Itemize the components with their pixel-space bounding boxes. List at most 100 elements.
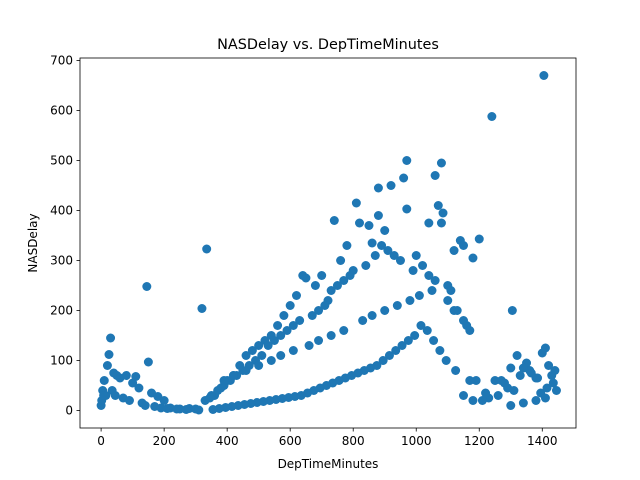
data-point (317, 271, 327, 280)
data-point (254, 341, 264, 350)
data-point (336, 256, 346, 265)
data-point (443, 296, 453, 305)
data-point (403, 336, 413, 345)
data-point (490, 376, 500, 385)
x-tick-label: 0 (97, 434, 105, 448)
x-tick-label: 400 (216, 434, 239, 448)
data-point (106, 333, 116, 343)
data-point (430, 276, 440, 285)
data-point (282, 326, 292, 335)
y-tick-label: 300 (50, 254, 73, 268)
data-point (104, 350, 114, 359)
data-point (391, 346, 401, 355)
data-point (408, 266, 418, 275)
data-point (329, 216, 339, 225)
data-point (314, 336, 324, 345)
data-point (99, 376, 109, 385)
data-point (247, 346, 257, 355)
data-point (518, 363, 528, 373)
data-point (208, 405, 218, 414)
data-point (345, 271, 355, 280)
data-point (410, 331, 420, 340)
data-point (539, 71, 549, 80)
data-point (411, 251, 421, 260)
data-point (551, 386, 561, 395)
data-point (451, 366, 461, 375)
data-point (172, 404, 182, 414)
data-point (326, 286, 336, 295)
data-point (441, 356, 451, 365)
y-tick-label: 0 (65, 404, 73, 418)
y-tick-label: 200 (50, 304, 73, 318)
data-point (285, 301, 295, 310)
data-point (276, 351, 286, 360)
data-point (435, 346, 445, 355)
data-point (269, 336, 279, 345)
data-point (140, 401, 150, 410)
data-point (288, 346, 298, 355)
data-point (512, 351, 522, 360)
y-tick-label: 700 (50, 54, 73, 68)
data-point (465, 326, 475, 335)
data-point (468, 253, 478, 263)
x-axis-title: DepTimeMinutes (278, 457, 379, 471)
y-axis-title: NASDelay (26, 213, 40, 272)
data-point (373, 183, 383, 193)
data-point (276, 331, 286, 340)
data-point (279, 311, 289, 320)
data-point (496, 376, 506, 385)
data-point (397, 341, 407, 350)
data-point (429, 336, 439, 345)
data-point (487, 112, 497, 121)
data-point (162, 404, 172, 413)
data-point (304, 341, 314, 350)
x-tick-label: 200 (153, 434, 176, 448)
data-point (202, 244, 212, 254)
data-point (358, 316, 368, 325)
data-point (370, 251, 380, 260)
y-tick-label: 100 (50, 354, 73, 368)
data-point (288, 321, 298, 330)
data-point (124, 396, 134, 405)
data-point (339, 276, 349, 285)
data-point (326, 331, 336, 340)
data-point (159, 396, 169, 405)
data-point (395, 256, 405, 265)
data-point (342, 241, 352, 250)
data-point (219, 376, 229, 385)
data-point (506, 363, 516, 373)
data-point (213, 386, 223, 395)
data-point (332, 281, 342, 290)
data-point (351, 198, 361, 208)
x-tick-label: 800 (342, 434, 365, 448)
y-tick-label: 400 (50, 204, 73, 218)
data-point (298, 271, 308, 280)
data-point (430, 171, 440, 180)
data-point (392, 301, 402, 310)
y-tick-label: 600 (50, 104, 73, 118)
data-point (121, 371, 131, 380)
data-point (399, 173, 409, 183)
data-point (422, 326, 432, 335)
data-point (418, 261, 428, 270)
data-point (474, 234, 484, 244)
data-point (383, 246, 393, 255)
data-point (254, 361, 264, 370)
data-point (449, 246, 459, 255)
data-point (493, 391, 503, 400)
data-point (436, 158, 446, 168)
data-point (540, 393, 550, 403)
data-point (465, 376, 475, 385)
data-point (459, 316, 468, 325)
data-point (102, 361, 112, 370)
data-point (266, 356, 276, 365)
data-point (241, 366, 251, 375)
data-point (416, 321, 426, 330)
data-point (361, 261, 371, 270)
data-point (526, 368, 536, 378)
data-point (531, 396, 541, 405)
data-point (110, 391, 120, 400)
data-point (181, 405, 191, 414)
y-axis: 0 100 200 300 400 500 600 700 (50, 54, 80, 418)
data-point (481, 388, 491, 398)
